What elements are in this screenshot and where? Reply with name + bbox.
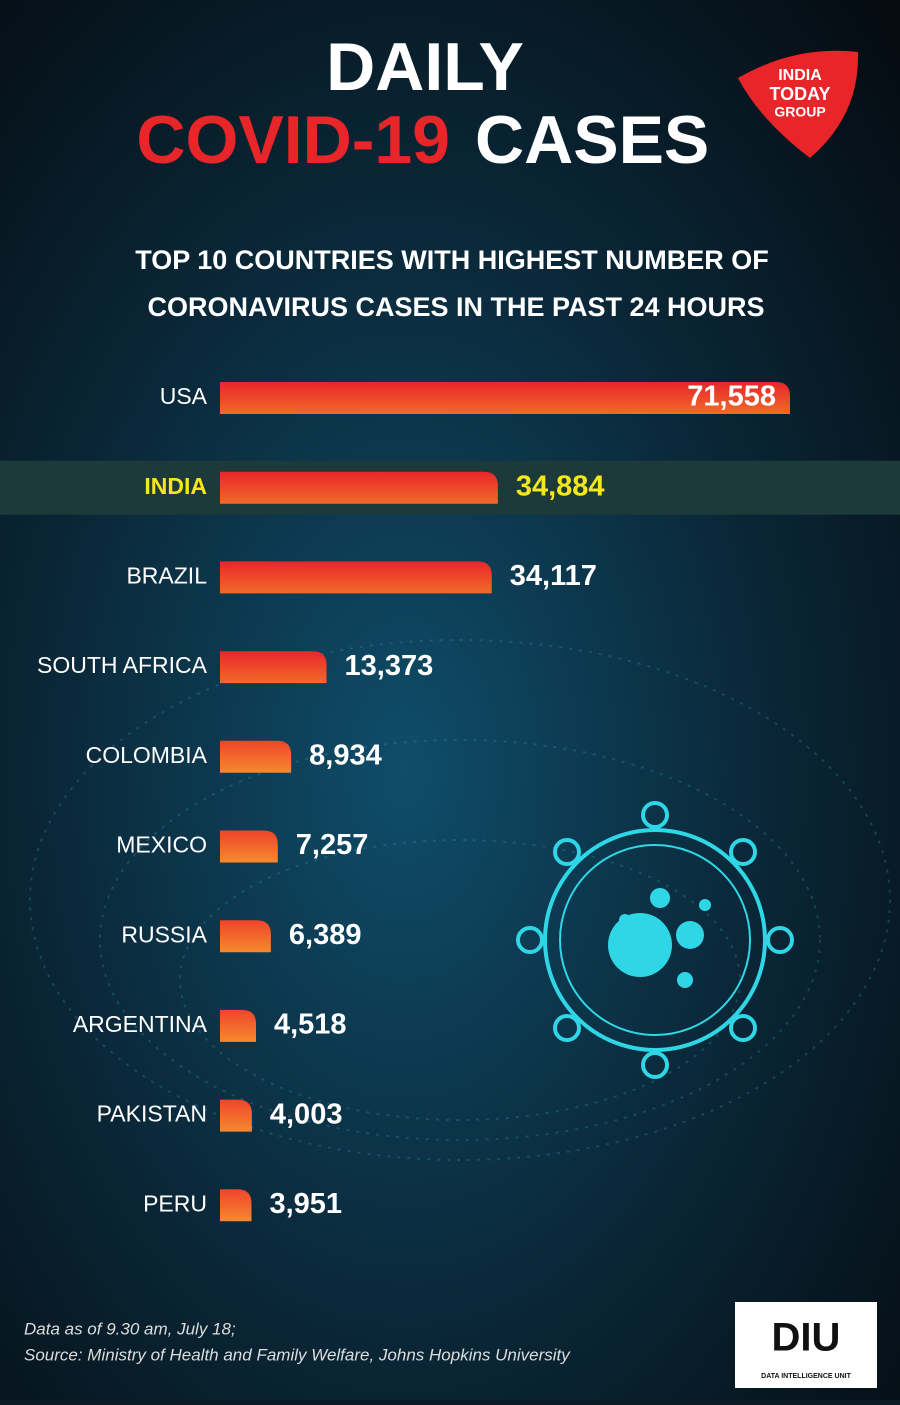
title-red: COVID-19 [136, 102, 450, 178]
category-label: INDIA [144, 473, 207, 499]
footnote: Source: Ministry of Health and Family We… [24, 1345, 571, 1364]
value-label: 4,003 [270, 1098, 343, 1130]
category-label: BRAZIL [126, 562, 207, 588]
footnote: Data as of 9.30 am, July 18; [24, 1319, 236, 1338]
category-label: ARGENTINA [73, 1011, 208, 1037]
value-label: 3,951 [269, 1188, 342, 1220]
bar [220, 1099, 252, 1132]
virus-icon [516, 801, 794, 1079]
category-label: MEXICO [116, 832, 207, 858]
bar [220, 561, 492, 594]
value-label: 8,934 [309, 739, 382, 771]
category-label: RUSSIA [121, 921, 207, 947]
value-label: 34,884 [516, 470, 605, 502]
value-label: 6,389 [289, 919, 362, 951]
category-label: SOUTH AFRICA [37, 652, 208, 678]
value-label: 34,117 [510, 560, 597, 592]
bar [220, 651, 327, 684]
title-white: CASES [475, 102, 709, 178]
bar [220, 1009, 256, 1042]
logo-shape [738, 50, 859, 158]
world-map-dots [29, 639, 891, 1161]
category-label: COLOMBIA [86, 742, 208, 768]
bar [220, 382, 790, 414]
bar [220, 740, 292, 773]
bar [220, 920, 271, 953]
title-top: DAILY [326, 29, 524, 105]
value-label: 13,373 [345, 650, 434, 682]
value-label: 4,518 [274, 1009, 347, 1041]
value-label: 71,558 [687, 381, 776, 413]
category-label: PAKISTAN [97, 1101, 207, 1127]
bar [220, 471, 498, 504]
badge-box [735, 1302, 877, 1388]
bar [220, 830, 278, 863]
logo-text: GROUP [774, 104, 825, 120]
logo-text: INDIA [778, 67, 822, 84]
value-label: 7,257 [296, 829, 369, 861]
badge-sub: DATA INTELLIGENCE UNIT [761, 1373, 851, 1380]
subtitle: CORONAVIRUS CASES IN THE PAST 24 HOURS [147, 292, 764, 322]
logo-text: TODAY [769, 84, 830, 104]
bar [220, 1189, 252, 1222]
category-label: USA [160, 383, 208, 409]
badge-name: DIU [772, 1316, 841, 1360]
category-label: PERU [143, 1190, 207, 1216]
bar-chart: USA 71,558 INDIA 34,884 BRAZIL 34,117 SOUTH AF… [0, 381, 900, 1222]
subtitle: TOP 10 COUNTRIES WITH HIGHEST NUMBER OF [135, 245, 769, 275]
